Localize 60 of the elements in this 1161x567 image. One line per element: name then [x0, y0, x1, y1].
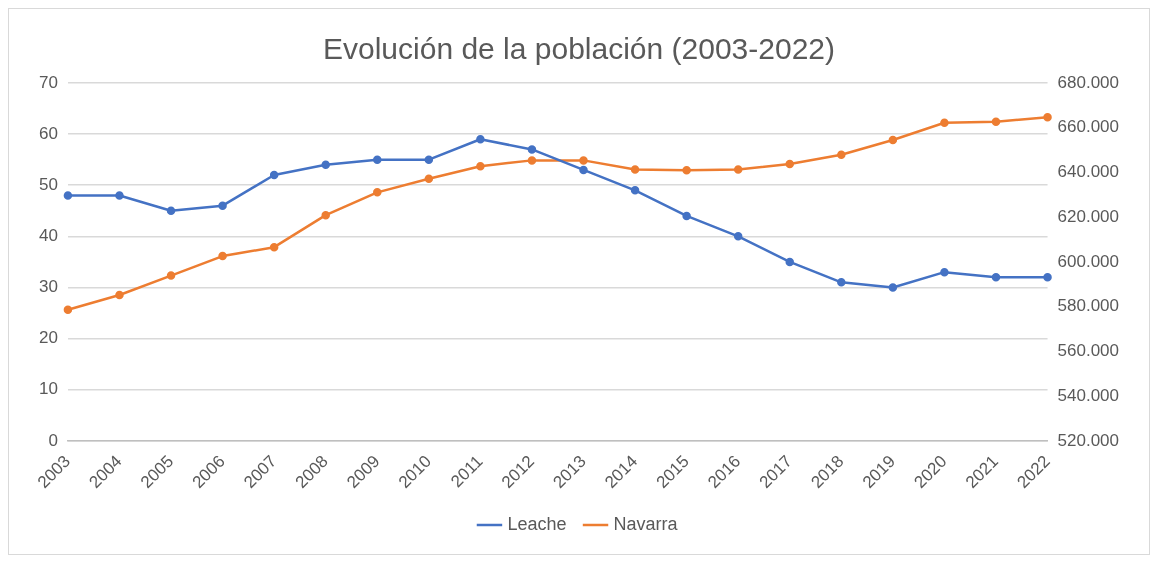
- y-tick-label: 60: [38, 123, 58, 143]
- y-tick-label: 70: [38, 72, 58, 92]
- point: [527, 145, 537, 154]
- point: [218, 251, 227, 261]
- y-tick-label: 40: [38, 226, 58, 246]
- point: [837, 278, 846, 287]
- y-tick-label: 0: [48, 430, 58, 450]
- point: [785, 159, 794, 169]
- point: [63, 305, 73, 315]
- point: [115, 191, 124, 200]
- point: [888, 283, 898, 292]
- y2-tick-label: 680.000: [1057, 72, 1119, 92]
- point: [269, 242, 279, 252]
- point: [682, 165, 691, 175]
- point: [1043, 112, 1052, 122]
- y-tick-label: 10: [38, 379, 58, 399]
- point: [991, 273, 1001, 282]
- point: [940, 267, 949, 277]
- point: [940, 118, 949, 128]
- y2-tick-label: 540.000: [1057, 385, 1119, 405]
- point: [579, 165, 588, 175]
- point: [527, 156, 537, 165]
- point: [63, 191, 73, 200]
- point: [682, 211, 691, 221]
- point: [373, 155, 382, 164]
- y-tick-label: 50: [38, 174, 58, 194]
- point: [269, 170, 279, 180]
- y-tick-label: 30: [38, 277, 58, 297]
- point: [579, 156, 588, 165]
- point: [785, 257, 794, 267]
- point: [888, 135, 898, 145]
- point: [321, 160, 330, 170]
- legend-label: Navarra: [613, 513, 679, 534]
- point: [630, 186, 640, 195]
- point: [837, 150, 846, 160]
- y-tick-label: 20: [38, 328, 58, 348]
- point: [733, 165, 743, 174]
- point: [321, 210, 330, 220]
- point: [476, 134, 485, 144]
- point: [424, 155, 434, 164]
- point: [991, 117, 1001, 126]
- legend-label: Leache: [507, 513, 567, 534]
- point: [1043, 273, 1052, 282]
- point: [476, 161, 485, 171]
- y2-tick-label: 620.000: [1057, 206, 1119, 226]
- point: [630, 165, 640, 174]
- point: [733, 232, 743, 241]
- point: [218, 201, 227, 210]
- point: [166, 206, 176, 216]
- chart-title: Evolución de la población (2003-2022): [322, 32, 836, 66]
- y2-tick-label: 520.000: [1057, 430, 1119, 450]
- point: [424, 174, 434, 183]
- y2-tick-label: 640.000: [1057, 162, 1119, 182]
- point: [373, 188, 382, 197]
- y2-tick-label: 560.000: [1057, 341, 1119, 361]
- point: [166, 271, 176, 280]
- y2-tick-label: 580.000: [1057, 296, 1119, 316]
- y2-tick-label: 660.000: [1057, 117, 1119, 137]
- point: [115, 290, 124, 300]
- y2-tick-label: 600.000: [1057, 251, 1119, 271]
